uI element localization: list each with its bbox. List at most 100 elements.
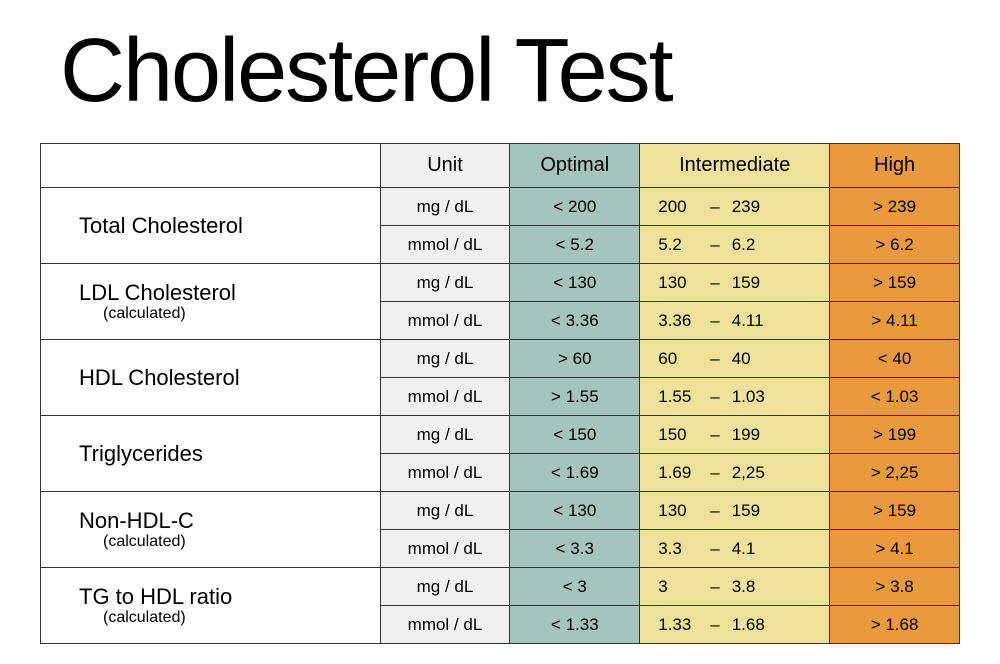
intermediate-high: 4.1 <box>726 539 772 559</box>
table-row: TG to HDL ratio(calculated)mg / dL< 33–3… <box>41 568 960 606</box>
optimal-cell: < 5.2 <box>510 226 640 264</box>
unit-cell: mg / dL <box>380 416 510 454</box>
intermediate-dash: – <box>704 615 725 635</box>
intermediate-cell: 3.3–4.1 <box>640 530 830 568</box>
intermediate-dash: – <box>704 235 725 255</box>
optimal-cell: < 200 <box>510 188 640 226</box>
row-label-text: HDL Cholesterol <box>79 365 240 390</box>
high-cell: > 199 <box>830 416 960 454</box>
cholesterol-table: Unit Optimal Intermediate High Total Cho… <box>40 143 960 644</box>
intermediate-cell: 1.55–1.03 <box>640 378 830 416</box>
optimal-cell: < 3 <box>510 568 640 606</box>
high-cell: > 4.11 <box>830 302 960 340</box>
row-label: TG to HDL ratio(calculated) <box>41 568 381 644</box>
row-label-text: Total Cholesterol <box>79 213 243 238</box>
row-sublabel: (calculated) <box>79 609 379 627</box>
table-row: HDL Cholesterolmg / dL> 6060–40< 40 <box>41 340 960 378</box>
intermediate-high: 239 <box>726 197 772 217</box>
unit-cell: mmol / dL <box>380 530 510 568</box>
intermediate-dash: – <box>704 349 725 369</box>
high-cell: > 4.1 <box>830 530 960 568</box>
intermediate-dash: – <box>704 197 725 217</box>
intermediate-cell: 5.2–6.2 <box>640 226 830 264</box>
intermediate-cell: 150–199 <box>640 416 830 454</box>
unit-cell: mmol / dL <box>380 454 510 492</box>
optimal-cell: < 130 <box>510 492 640 530</box>
intermediate-low: 3.36 <box>658 311 704 331</box>
row-label: Total Cholesterol <box>41 188 381 264</box>
optimal-cell: > 60 <box>510 340 640 378</box>
row-label: Non-HDL-C(calculated) <box>41 492 381 568</box>
intermediate-cell: 130–159 <box>640 264 830 302</box>
intermediate-dash: – <box>704 463 725 483</box>
unit-cell: mmol / dL <box>380 606 510 644</box>
high-cell: < 40 <box>830 340 960 378</box>
intermediate-cell: 60–40 <box>640 340 830 378</box>
high-cell: > 3.8 <box>830 568 960 606</box>
unit-cell: mg / dL <box>380 568 510 606</box>
unit-cell: mg / dL <box>380 340 510 378</box>
optimal-cell: < 3.36 <box>510 302 640 340</box>
intermediate-low: 130 <box>658 273 704 293</box>
high-cell: > 159 <box>830 264 960 302</box>
optimal-cell: < 3.3 <box>510 530 640 568</box>
high-cell: < 1.03 <box>830 378 960 416</box>
optimal-cell: < 1.33 <box>510 606 640 644</box>
optimal-cell: < 1.69 <box>510 454 640 492</box>
intermediate-dash: – <box>704 311 725 331</box>
intermediate-low: 1.55 <box>658 387 704 407</box>
row-sublabel: (calculated) <box>79 305 379 323</box>
intermediate-low: 200 <box>658 197 704 217</box>
intermediate-cell: 1.33–1.68 <box>640 606 830 644</box>
row-label-text: LDL Cholesterol <box>79 280 236 305</box>
high-cell: > 1.68 <box>830 606 960 644</box>
intermediate-high: 1.03 <box>726 387 772 407</box>
intermediate-low: 1.33 <box>658 615 704 635</box>
intermediate-dash: – <box>704 539 725 559</box>
intermediate-high: 159 <box>726 273 772 293</box>
optimal-cell: > 1.55 <box>510 378 640 416</box>
header-optimal: Optimal <box>510 144 640 188</box>
intermediate-dash: – <box>704 387 725 407</box>
intermediate-high: 4.11 <box>726 311 772 331</box>
intermediate-cell: 130–159 <box>640 492 830 530</box>
page-title: Cholesterol Test <box>60 20 960 123</box>
intermediate-dash: – <box>704 273 725 293</box>
table-row: Non-HDL-C(calculated)mg / dL< 130130–159… <box>41 492 960 530</box>
intermediate-cell: 200–239 <box>640 188 830 226</box>
intermediate-high: 199 <box>726 425 772 445</box>
intermediate-high: 40 <box>726 349 772 369</box>
unit-cell: mmol / dL <box>380 378 510 416</box>
intermediate-low: 3.3 <box>658 539 704 559</box>
intermediate-dash: – <box>704 425 725 445</box>
table-header-row: Unit Optimal Intermediate High <box>41 144 960 188</box>
intermediate-low: 1.69 <box>658 463 704 483</box>
high-cell: > 159 <box>830 492 960 530</box>
row-sublabel: (calculated) <box>79 533 379 551</box>
intermediate-cell: 3.36–4.11 <box>640 302 830 340</box>
unit-cell: mmol / dL <box>380 226 510 264</box>
header-high: High <box>830 144 960 188</box>
optimal-cell: < 150 <box>510 416 640 454</box>
intermediate-high: 1.68 <box>726 615 772 635</box>
intermediate-cell: 1.69–2,25 <box>640 454 830 492</box>
unit-cell: mg / dL <box>380 264 510 302</box>
unit-cell: mg / dL <box>380 492 510 530</box>
unit-cell: mmol / dL <box>380 302 510 340</box>
table-row: Total Cholesterolmg / dL< 200200–239> 23… <box>41 188 960 226</box>
header-blank <box>41 144 381 188</box>
row-label: Triglycerides <box>41 416 381 492</box>
unit-cell: mg / dL <box>380 188 510 226</box>
high-cell: > 6.2 <box>830 226 960 264</box>
row-label: LDL Cholesterol(calculated) <box>41 264 381 340</box>
header-unit: Unit <box>380 144 510 188</box>
table-row: Triglyceridesmg / dL< 150150–199> 199 <box>41 416 960 454</box>
high-cell: > 239 <box>830 188 960 226</box>
intermediate-low: 5.2 <box>658 235 704 255</box>
row-label-text: TG to HDL ratio <box>79 584 232 609</box>
optimal-cell: < 130 <box>510 264 640 302</box>
row-label: HDL Cholesterol <box>41 340 381 416</box>
intermediate-cell: 3–3.8 <box>640 568 830 606</box>
intermediate-low: 130 <box>658 501 704 521</box>
intermediate-low: 60 <box>658 349 704 369</box>
